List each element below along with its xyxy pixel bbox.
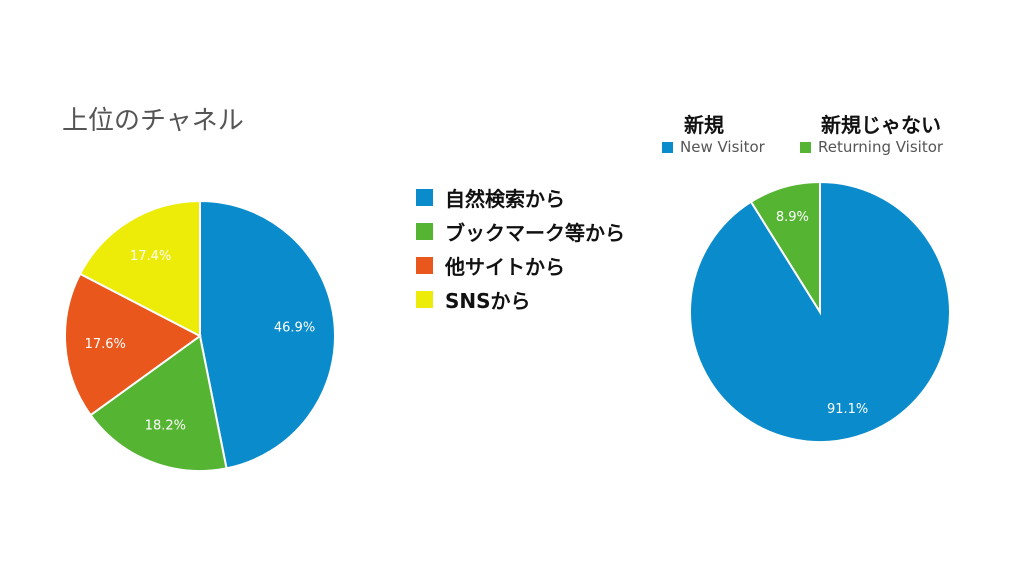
- channels-legend: 自然検索から ブックマーク等から 他サイトから SNSから: [416, 180, 625, 316]
- legend-item-returning-visitor: Returning Visitor: [800, 138, 943, 156]
- slice-value-label: 17.6%: [85, 337, 126, 352]
- legend-label: New Visitor: [680, 138, 765, 156]
- legend-item: ブックマーク等から: [416, 214, 625, 248]
- legend-swatch: [416, 188, 433, 206]
- slice-value-label: 18.2%: [145, 418, 186, 433]
- pie-slice: [78, 199, 201, 338]
- legend-label: Returning Visitor: [818, 138, 944, 156]
- legend-label: ブックマーク等から: [445, 220, 625, 245]
- legend-swatch: [800, 141, 811, 153]
- legend-swatch: [416, 290, 433, 308]
- legend-item: 自然検索から: [416, 180, 625, 214]
- pie-slice: [64, 272, 202, 417]
- legend-item: 他サイトから: [416, 248, 625, 282]
- chart-title: 上位のチャネル: [62, 106, 244, 136]
- legend-item: SNSから: [416, 282, 625, 316]
- legend-label: SNSから: [445, 288, 531, 313]
- legend-label: 自然検索から: [445, 186, 565, 211]
- slice-value-label: 91.1%: [827, 402, 868, 417]
- new-visitor-heading: 新規: [684, 113, 724, 137]
- slice-value-label: 46.9%: [274, 321, 315, 336]
- legend-label: 他サイトから: [445, 254, 565, 279]
- slice-value-label: 17.4%: [130, 249, 171, 264]
- returning-visitor-heading: 新規じゃない: [821, 113, 941, 137]
- legend-swatch: [416, 256, 433, 274]
- pie-slice: [749, 180, 821, 316]
- slice-value-label: 8.9%: [776, 210, 809, 225]
- legend-item-new-visitor: New Visitor: [662, 138, 765, 156]
- legend-swatch: [416, 222, 433, 240]
- legend-swatch: [662, 141, 673, 153]
- pie-slice: [89, 334, 228, 472]
- pie-slice: [199, 199, 336, 470]
